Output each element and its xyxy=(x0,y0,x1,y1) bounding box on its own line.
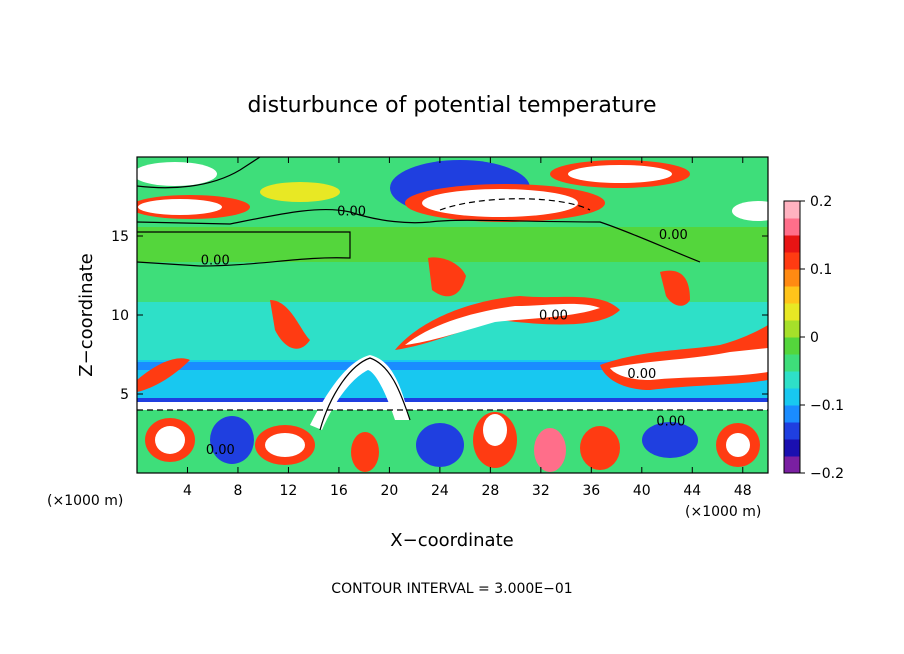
contour-label: 0.00 xyxy=(206,443,235,458)
x-tick-label: 16 xyxy=(330,483,348,499)
plume-right-core xyxy=(610,348,768,380)
blob-top-left-white-2 xyxy=(138,199,222,215)
x-unit-right: (×1000 m) xyxy=(685,504,761,520)
colorbar-tick-label: 0 xyxy=(810,330,819,346)
contour-mid xyxy=(137,231,351,267)
colorbar-swatch xyxy=(784,337,800,355)
blob-top-far-right xyxy=(732,201,768,221)
field-features xyxy=(137,160,768,472)
plume-column-12 xyxy=(270,300,310,349)
band-blue-line xyxy=(137,362,768,370)
bottom-blob-3-core xyxy=(265,433,305,457)
bottom-blob-7 xyxy=(534,428,566,472)
colorbar-swatch xyxy=(784,320,800,338)
bottom-blob-2 xyxy=(210,416,254,464)
y-tick-label: 5 xyxy=(120,387,129,403)
bottom-blob-9 xyxy=(642,422,698,458)
bottom-blob-4 xyxy=(351,432,379,472)
contour-labels: 0.00 0.00 0.00 0.00 0.00 0.00 0.00 xyxy=(201,204,688,458)
x-tick-label: 8 xyxy=(233,483,242,499)
y-tick-label: 10 xyxy=(111,308,129,324)
bottom-blob-1-core xyxy=(155,426,185,454)
blob-upper-yellow xyxy=(260,182,340,202)
colorbar-tick-label: 0.1 xyxy=(810,262,832,278)
colorbar-tick-label: −0.2 xyxy=(810,466,844,482)
colorbar-ticks: 0.2 0.1 0 −0.1 −0.2 xyxy=(800,194,844,482)
x-tick-label: 28 xyxy=(481,483,499,499)
blob-top-center-white xyxy=(422,189,578,217)
contour-label: 0.00 xyxy=(337,204,366,219)
x-tick-label: 40 xyxy=(633,483,651,499)
contour-label: 0.00 xyxy=(656,415,685,430)
contour-label: 0.00 xyxy=(539,309,568,324)
colorbar-swatch xyxy=(784,422,800,440)
colorbar-swatch xyxy=(784,269,800,287)
blob-top-right-white xyxy=(568,165,672,183)
colorbar: 0.2 0.1 0 −0.1 −0.2 xyxy=(783,194,844,482)
arch-white xyxy=(310,355,410,430)
contour-top-left xyxy=(137,157,261,189)
colorbar-swatch xyxy=(784,252,800,270)
x-tick-label: 20 xyxy=(380,483,398,499)
colorbar-swatch xyxy=(784,405,800,423)
contour-label: 0.00 xyxy=(201,253,230,268)
band-mid-green xyxy=(137,227,768,262)
chart-title: disturbunce of potential temperature xyxy=(248,93,657,118)
x-tick-label: 32 xyxy=(532,483,550,499)
bottom-blob-5 xyxy=(416,423,464,467)
bottom-blob-8 xyxy=(580,426,620,470)
colorbar-swatch xyxy=(784,354,800,372)
x-tick-label: 36 xyxy=(582,483,600,499)
colorbar-swatch xyxy=(784,303,800,321)
white-strip xyxy=(137,402,768,410)
bottom-blob-6-core xyxy=(483,414,507,446)
band-blue-edge xyxy=(137,398,768,404)
bottom-blob-10-core xyxy=(726,433,750,457)
plume-column-24 xyxy=(428,257,466,297)
y-tick-label: 15 xyxy=(111,229,129,245)
colorbar-swatches xyxy=(784,201,800,474)
heatmap-field xyxy=(137,157,768,473)
blob-top-left-white xyxy=(137,162,217,186)
x-tick-label: 12 xyxy=(280,483,298,499)
contour-interval-note: CONTOUR INTERVAL = 3.000E−01 xyxy=(331,581,572,597)
colorbar-tick-label: 0.2 xyxy=(810,194,832,210)
x-tick-label: 4 xyxy=(183,483,192,499)
colorbar-swatch xyxy=(784,201,800,219)
colorbar-tick-label: −0.1 xyxy=(810,398,844,414)
contour-lines xyxy=(137,157,768,431)
x-axis: 4 8 12 16 20 24 28 32 36 40 44 48 xyxy=(183,157,752,499)
x-tick-label: 48 xyxy=(734,483,752,499)
colorbar-swatch xyxy=(784,235,800,253)
plume-center-core xyxy=(405,303,600,345)
x-tick-label: 24 xyxy=(431,483,449,499)
y-axis-label: Z−coordinate xyxy=(76,253,97,376)
x-tick-label: 44 xyxy=(683,483,701,499)
y-axis: 5 10 15 xyxy=(111,229,768,403)
x-axis-label: X−coordinate xyxy=(390,530,513,551)
contour-label: 0.00 xyxy=(659,228,688,243)
colorbar-swatch xyxy=(784,218,800,236)
plume-left xyxy=(137,358,190,392)
contour-arch xyxy=(319,357,411,431)
colorbar-swatch xyxy=(784,456,800,474)
colorbar-swatch xyxy=(784,439,800,457)
x-unit-left: (×1000 m) xyxy=(47,493,123,509)
plume-column-40 xyxy=(660,270,690,306)
colorbar-swatch xyxy=(784,371,800,389)
contour-label: 0.00 xyxy=(627,367,656,382)
colorbar-swatch xyxy=(784,388,800,406)
contour-upper xyxy=(137,208,701,263)
colorbar-swatch xyxy=(784,286,800,304)
